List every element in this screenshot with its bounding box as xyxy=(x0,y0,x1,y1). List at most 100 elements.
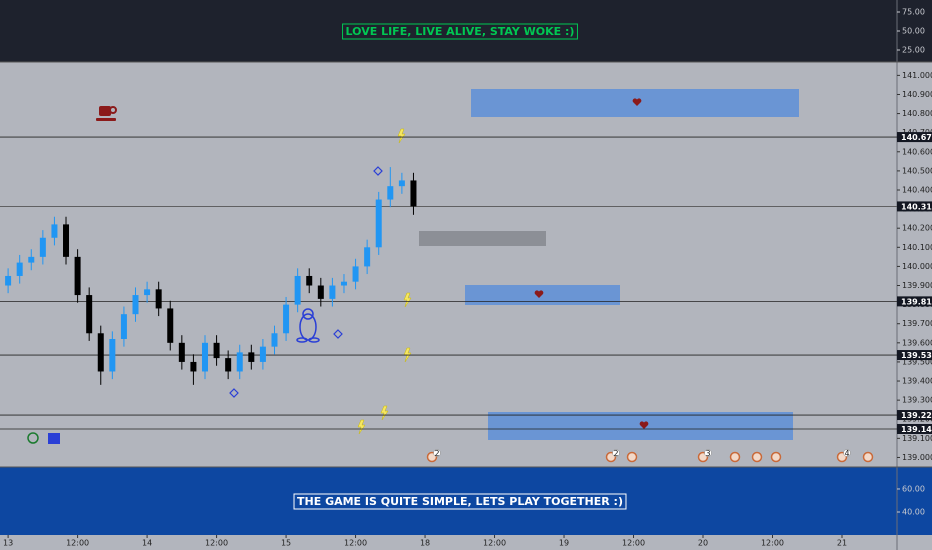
y-tick-label: 140.100 xyxy=(902,243,932,252)
candle-body xyxy=(155,289,162,309)
coffee-icon xyxy=(96,106,117,121)
x-tick-label: 12:00 xyxy=(622,539,645,548)
x-tick-label: 21 xyxy=(837,539,847,548)
candle-body xyxy=(294,275,301,305)
zone-box-gray xyxy=(419,231,546,246)
x-tick-label: 12:00 xyxy=(344,539,367,548)
x-tick-label: 12:00 xyxy=(66,539,89,548)
y-tick-label: 40.00 xyxy=(902,507,925,516)
candle-body xyxy=(283,304,290,334)
y-tick-label: 139.000 xyxy=(902,453,932,462)
candle-body xyxy=(74,256,81,296)
x-tick-label: 12:00 xyxy=(483,539,506,548)
candle-body xyxy=(144,289,151,296)
level-label: 140.677 xyxy=(901,133,932,142)
x-tick-label: 12:00 xyxy=(761,539,784,548)
level-label: 139.536 xyxy=(901,351,932,360)
event-badge xyxy=(612,449,620,457)
event-badge xyxy=(704,449,712,457)
lightning-icons xyxy=(357,128,412,435)
y-tick-label: 140.000 xyxy=(902,262,932,271)
y-tick-label: 25.00 xyxy=(902,45,925,54)
candle-body xyxy=(51,224,58,238)
hearts xyxy=(534,98,649,429)
candle-body xyxy=(225,358,232,372)
event-badge xyxy=(433,449,441,457)
y-tick-label: 50.00 xyxy=(902,27,925,36)
event-icon xyxy=(751,451,763,463)
candle-body xyxy=(340,281,347,286)
x-tick-label: 15 xyxy=(281,539,291,548)
y-tick-label: 140.400 xyxy=(902,185,932,194)
y-tick-label: 139.900 xyxy=(902,281,932,290)
pane-title: THE GAME IS QUITE SIMPLE, LETS PLAY TOGE… xyxy=(297,495,623,508)
candle-body xyxy=(190,361,197,372)
puzzle-icon xyxy=(48,433,60,444)
level-label-box xyxy=(897,410,932,421)
pane-title: LOVE LIFE, LIVE ALIVE, STAY WOKE :) xyxy=(346,25,575,38)
y-tick-label: 141.000 xyxy=(902,71,932,80)
level-label: 139.222 xyxy=(901,411,932,420)
candle-body xyxy=(86,295,93,334)
candle-body xyxy=(364,247,371,267)
level-label-box xyxy=(897,423,932,434)
level-label-box xyxy=(897,201,932,212)
candle-body xyxy=(178,342,185,362)
diamond-markers xyxy=(229,166,383,398)
candle-body xyxy=(317,285,324,299)
event-icon xyxy=(770,451,782,463)
x-tick-label: 20 xyxy=(698,539,708,548)
candle-body xyxy=(387,186,394,200)
event-count: 3 xyxy=(705,449,710,458)
y-tick-label: 75.00 xyxy=(902,8,925,17)
penguin-icon xyxy=(296,308,320,343)
pane-title-box xyxy=(293,493,627,510)
y-tick-label: 139.600 xyxy=(902,338,932,347)
event-icon xyxy=(626,451,638,463)
x-tick-label: 19 xyxy=(559,539,569,548)
x-tick-label: 18 xyxy=(420,539,430,548)
event-count: 4 xyxy=(844,449,849,458)
y-tick-label: 140.600 xyxy=(902,147,932,156)
candle-body xyxy=(248,352,255,362)
candle-body xyxy=(398,180,405,187)
x-tick-label: 12:00 xyxy=(205,539,228,548)
candle-body xyxy=(306,275,313,286)
candle-body xyxy=(97,333,104,372)
event-icon xyxy=(729,451,741,463)
y-tick-label: 139.700 xyxy=(902,319,932,328)
y-tick-label: 139.400 xyxy=(902,377,932,386)
candle-body xyxy=(16,262,23,276)
y-tick-label: 139.100 xyxy=(902,434,932,443)
y-tick-label: 60.00 xyxy=(902,484,925,493)
zone-box xyxy=(488,412,793,440)
level-label-box xyxy=(897,132,932,143)
candle-body xyxy=(39,237,46,257)
candle-body xyxy=(63,224,70,257)
level-label: 139.149 xyxy=(901,425,932,434)
candle-body xyxy=(375,199,382,248)
event-badge xyxy=(843,449,851,457)
level-label: 139.817 xyxy=(901,297,932,306)
y-tick-label: 139.500 xyxy=(902,357,932,366)
event-count: 2 xyxy=(434,449,439,458)
y-tick-label: 140.900 xyxy=(902,90,932,99)
smiley-icon xyxy=(27,432,39,444)
candle-body xyxy=(5,275,12,286)
level-label-box xyxy=(897,350,932,361)
candle-body xyxy=(410,180,417,207)
event-icon xyxy=(862,451,874,463)
y-tick-label: 140.200 xyxy=(902,224,932,233)
candle-body xyxy=(201,342,208,372)
level-label: 140.314 xyxy=(901,202,932,211)
event-count: 2 xyxy=(613,449,618,458)
y-tick-label: 139.300 xyxy=(902,396,932,405)
candle-body xyxy=(109,339,116,372)
zone-box xyxy=(465,285,620,305)
candle-body xyxy=(236,352,243,372)
y-tick-label: 140.800 xyxy=(902,109,932,118)
candle-body xyxy=(271,333,278,347)
pane-title-box xyxy=(342,23,578,40)
candle-body xyxy=(329,285,336,299)
